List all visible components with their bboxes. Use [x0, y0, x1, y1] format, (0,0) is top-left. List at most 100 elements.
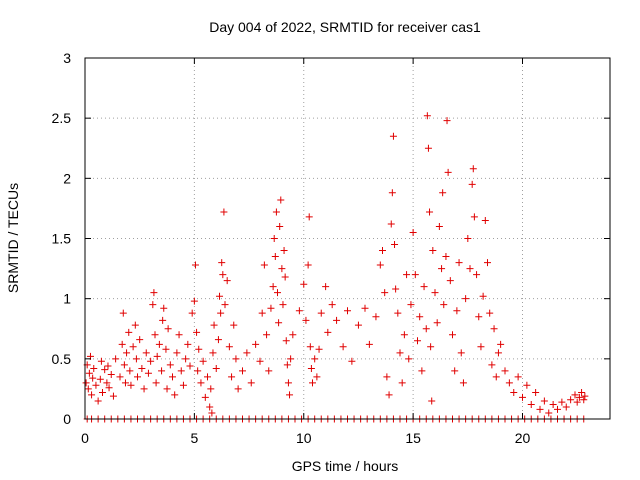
- data-point: [372, 313, 380, 321]
- data-point: [271, 253, 279, 261]
- data-point: [400, 331, 408, 339]
- data-point: [558, 398, 566, 406]
- data-point: [177, 367, 185, 375]
- data-point: [221, 301, 229, 309]
- data-point: [428, 397, 436, 405]
- data-point: [232, 355, 240, 363]
- data-point: [433, 319, 441, 327]
- y-tick-label: 0.5: [52, 351, 72, 367]
- data-point: [305, 213, 313, 221]
- data-point: [159, 316, 167, 324]
- data-point: [283, 361, 291, 369]
- data-point: [105, 384, 113, 392]
- data-point: [451, 367, 459, 375]
- data-point: [171, 391, 179, 399]
- data-point: [468, 180, 476, 188]
- data-point: [219, 271, 227, 279]
- data-point: [193, 328, 201, 336]
- data-point: [423, 112, 431, 120]
- data-point: [464, 235, 472, 242]
- data-point: [286, 391, 294, 399]
- data-point: [175, 331, 183, 339]
- data-point: [149, 301, 157, 309]
- data-point: [383, 373, 391, 381]
- data-point: [228, 373, 236, 381]
- data-point: [396, 349, 404, 357]
- data-point: [109, 392, 117, 400]
- data-point: [411, 271, 419, 279]
- data-point: [446, 277, 454, 285]
- data-point: [243, 349, 251, 357]
- data-point: [132, 355, 140, 363]
- data-point: [317, 309, 325, 317]
- data-point: [501, 367, 509, 375]
- data-point: [469, 165, 477, 173]
- data-point: [207, 385, 215, 393]
- data-point: [89, 374, 97, 382]
- data-point: [263, 331, 271, 339]
- data-point: [376, 261, 384, 269]
- data-point: [216, 292, 224, 300]
- data-point: [197, 379, 205, 387]
- data-point: [104, 362, 112, 370]
- data-point: [116, 373, 124, 381]
- data-point: [389, 132, 397, 140]
- data-point: [274, 289, 281, 297]
- data-point: [414, 337, 421, 345]
- data-point: [444, 168, 452, 176]
- data-point: [169, 373, 176, 381]
- data-point: [440, 301, 448, 309]
- data-point: [103, 379, 111, 387]
- data-point: [354, 321, 362, 329]
- data-point: [152, 379, 160, 387]
- data-point: [153, 352, 161, 360]
- data-point: [392, 285, 400, 293]
- data-point: [453, 307, 461, 315]
- data-point: [328, 301, 336, 309]
- data-point: [182, 355, 190, 363]
- data-point: [455, 259, 463, 267]
- data-point: [151, 331, 159, 339]
- data-point: [123, 349, 131, 357]
- data-point: [348, 357, 356, 365]
- data-point: [527, 401, 535, 409]
- data-point: [119, 309, 127, 317]
- data-point: [186, 362, 194, 370]
- data-point: [129, 343, 137, 351]
- data-point: [209, 349, 217, 357]
- data-point: [82, 379, 90, 387]
- data-point: [214, 336, 222, 344]
- data-point: [272, 208, 280, 216]
- data-point: [275, 319, 283, 327]
- data-point: [90, 364, 98, 372]
- data-point: [466, 265, 474, 273]
- data-point: [118, 340, 126, 348]
- data-point: [126, 367, 134, 375]
- data-point: [554, 405, 561, 413]
- data-point: [269, 283, 277, 291]
- x-axis-label: GPS time / hours: [292, 458, 399, 474]
- data-point: [580, 396, 588, 404]
- data-point: [418, 367, 426, 375]
- data-point: [457, 349, 465, 357]
- data-point: [523, 381, 531, 389]
- data-point: [201, 393, 209, 401]
- data-point: [195, 345, 203, 353]
- data-point: [223, 277, 231, 285]
- grid-lines: [85, 58, 610, 419]
- data-point: [571, 391, 579, 399]
- data-point: [387, 220, 395, 228]
- data-point: [462, 295, 470, 303]
- data-point: [260, 261, 268, 269]
- data-point: [295, 307, 303, 315]
- data-point: [484, 259, 491, 267]
- data-point: [99, 389, 106, 397]
- data-point: [420, 283, 428, 291]
- data-point: [220, 208, 228, 216]
- data-point: [162, 345, 170, 353]
- data-point: [147, 357, 155, 365]
- data-point: [540, 397, 548, 405]
- data-point: [142, 349, 150, 357]
- data-point: [239, 367, 246, 375]
